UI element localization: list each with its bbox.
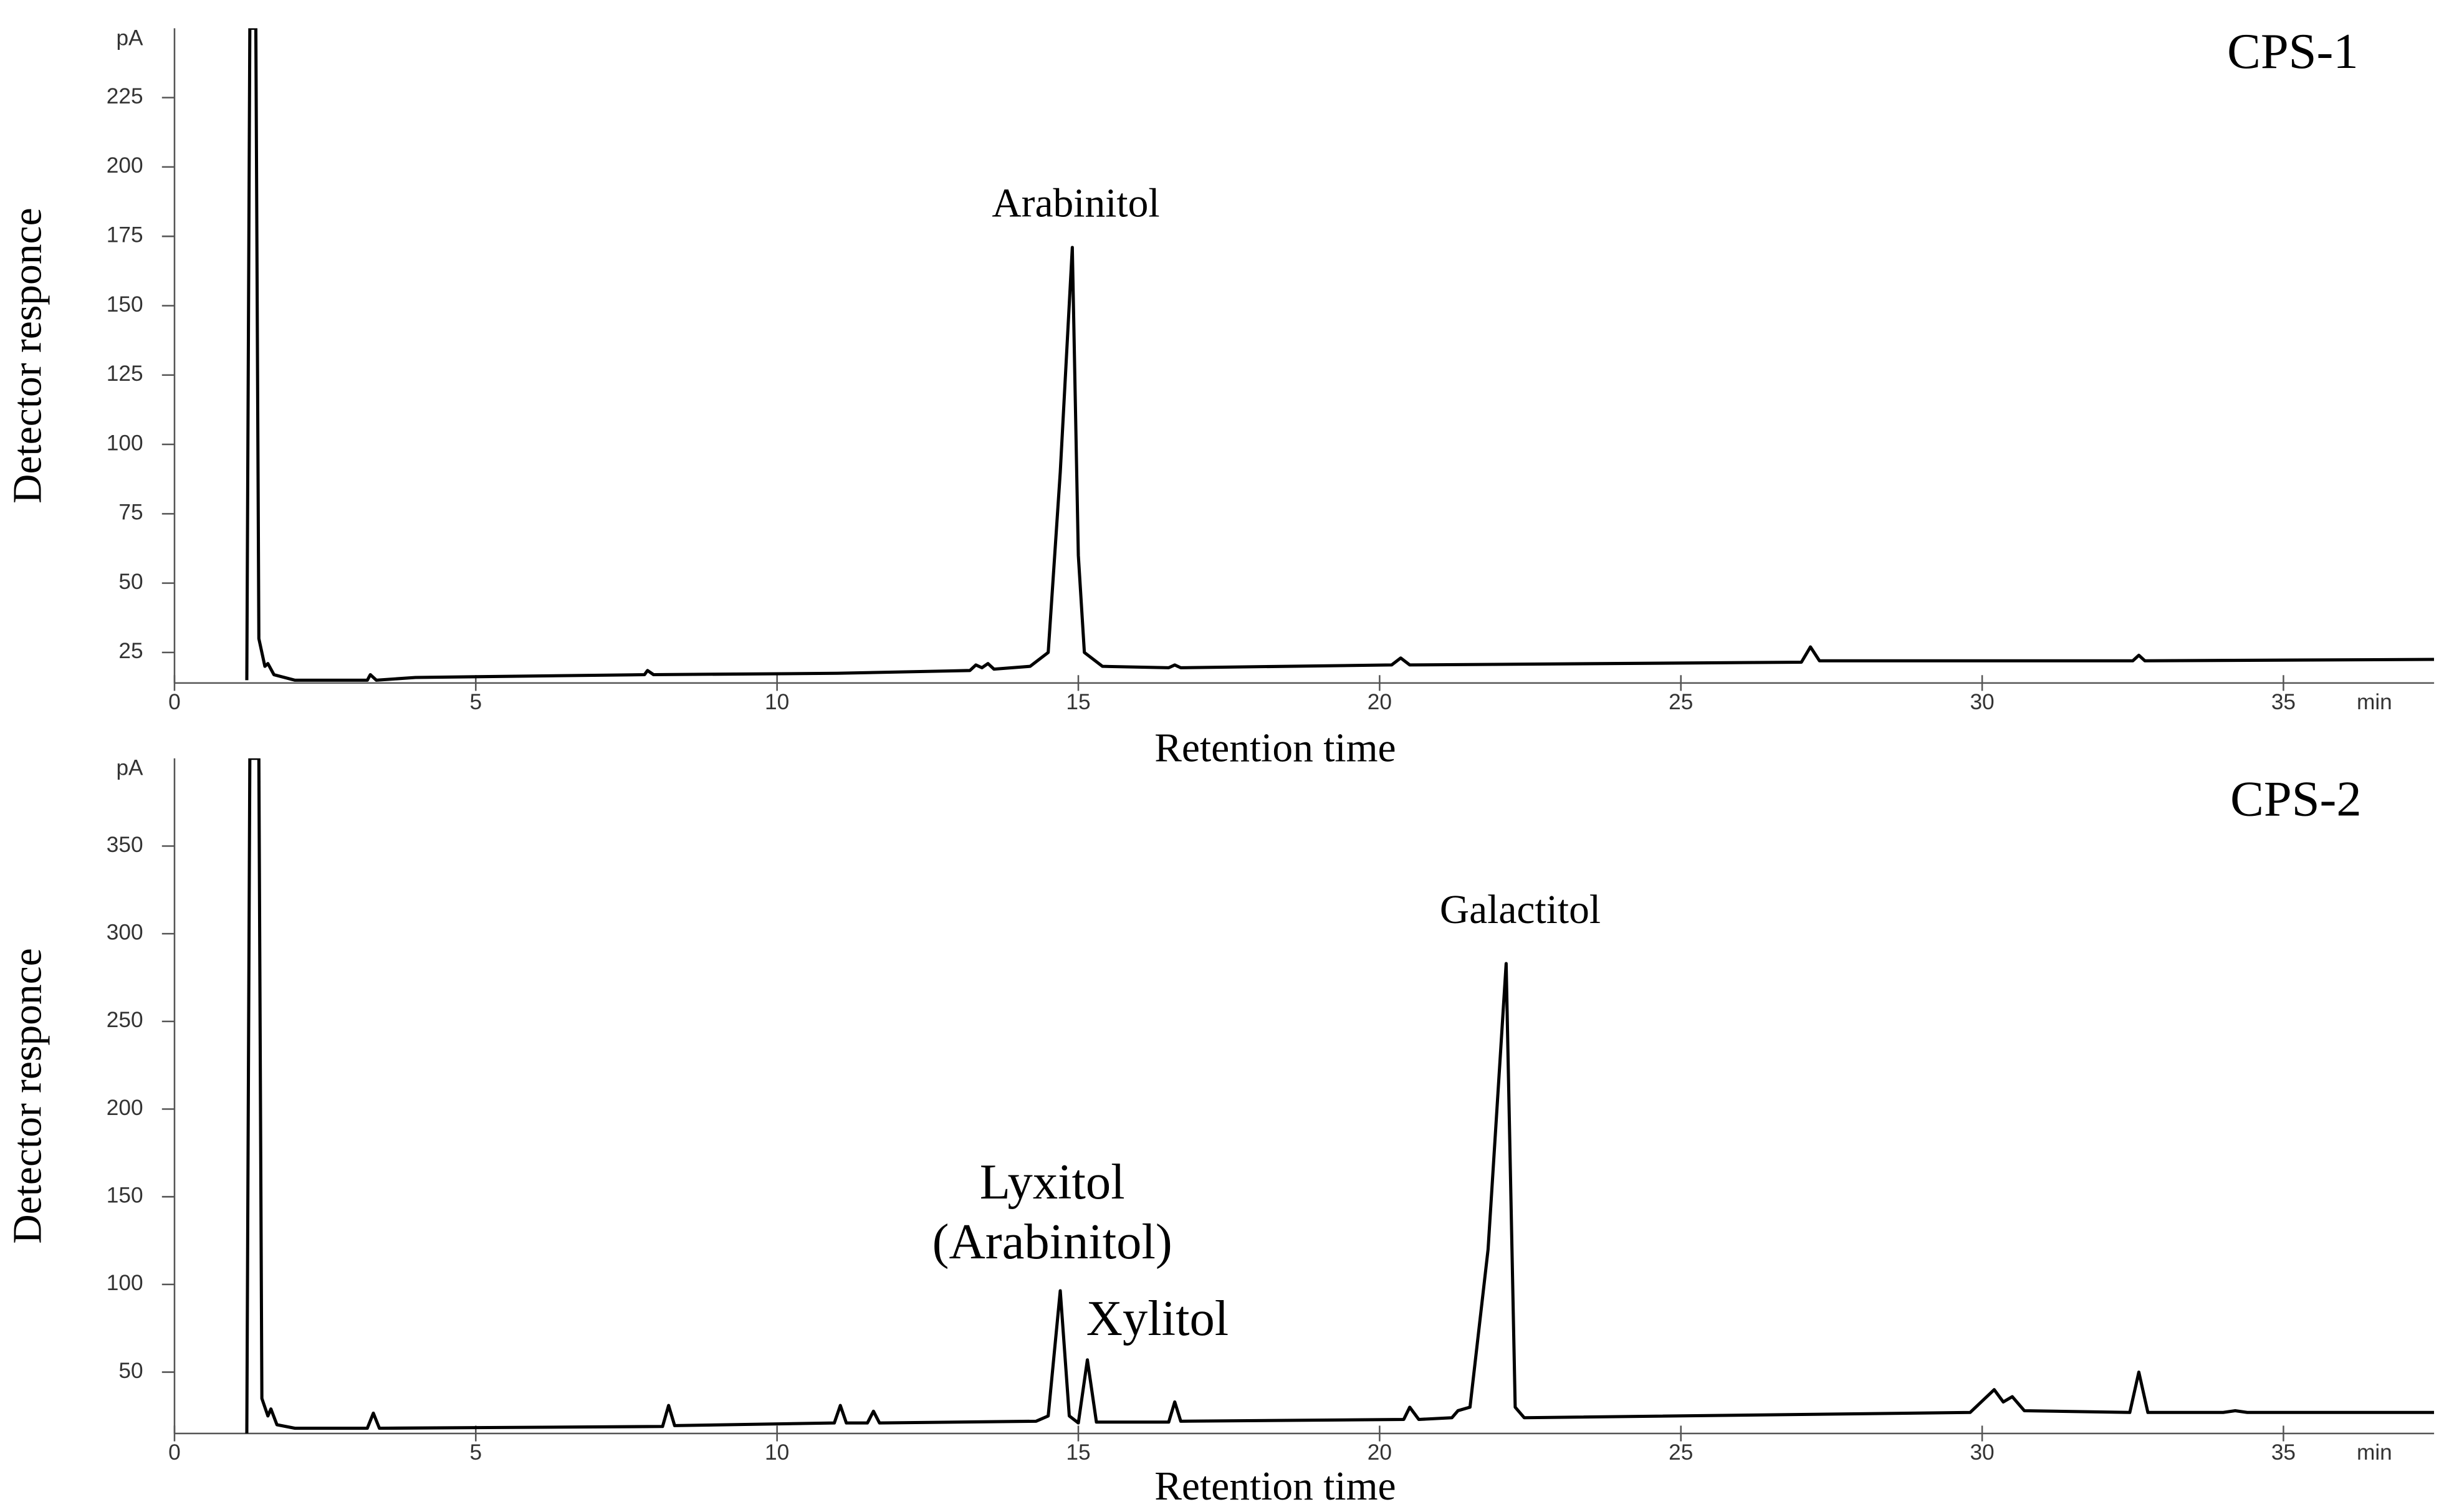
y-tick-label: 75: [118, 500, 143, 525]
x-tick-label: 35: [2271, 690, 2296, 714]
y-tick-label: 350: [107, 833, 143, 857]
x-tick-label: 30: [1970, 690, 1994, 714]
x-tick-label: 10: [765, 690, 789, 714]
x-tick-label: 15: [1066, 690, 1090, 714]
x-tick-label: 30: [1970, 1440, 1994, 1465]
x-unit: min: [2357, 690, 2392, 714]
x-tick-label: 5: [470, 690, 482, 714]
y-unit: pA: [116, 756, 143, 780]
y-tick-label: 200: [107, 153, 143, 178]
y-unit: pA: [116, 26, 143, 50]
x-tick-label: 20: [1368, 690, 1392, 714]
y-tick-label: 50: [118, 1359, 143, 1383]
x-tick-label: 0: [168, 690, 181, 714]
signal-line: [245, 758, 2435, 1434]
y-tick-label: 175: [107, 223, 143, 247]
y-tick-label: 200: [107, 1096, 143, 1120]
y-tick-label: 50: [118, 570, 143, 594]
x-tick-label: 10: [765, 1440, 789, 1465]
y-tick-label: 100: [107, 1271, 143, 1295]
x-tick-label: 35: [2271, 1440, 2296, 1465]
x-tick-label: 15: [1066, 1440, 1090, 1465]
panel-label: CPS-2: [2230, 771, 2362, 826]
x-unit: min: [2357, 1440, 2392, 1465]
y-tick-label: 150: [107, 292, 143, 317]
x-axis-label: Retention time: [1154, 1464, 1396, 1509]
x-tick-label: 25: [1669, 690, 1693, 714]
signal-line: [245, 28, 2435, 682]
peak-annotation: (Arabinitol): [932, 1214, 1172, 1270]
y-tick-label: 150: [107, 1184, 143, 1208]
y-axis-label: Detector responce: [6, 208, 50, 504]
x-axis-label: Retention time: [1154, 726, 1396, 771]
peak-annotation: Galactitol: [1440, 888, 1601, 932]
x-tick-label: 25: [1669, 1440, 1693, 1465]
y-tick-label: 125: [107, 361, 143, 386]
y-tick-label: 300: [107, 920, 143, 944]
x-tick-label: 0: [168, 1440, 181, 1465]
y-tick-label: 250: [107, 1008, 143, 1032]
y-tick-label: 25: [118, 639, 143, 663]
panel-label: CPS-1: [2227, 24, 2359, 79]
y-tick-label: 100: [107, 431, 143, 455]
x-tick-label: 20: [1368, 1440, 1392, 1465]
peak-annotation: Xylitol: [1086, 1291, 1229, 1346]
peak-annotation: Arabinitol: [992, 181, 1159, 226]
x-tick-label: 5: [470, 1440, 482, 1465]
y-tick-label: 225: [107, 84, 143, 108]
y-axis-label: Detector responce: [6, 948, 50, 1244]
peak-annotation: Lyxitol: [980, 1154, 1125, 1210]
